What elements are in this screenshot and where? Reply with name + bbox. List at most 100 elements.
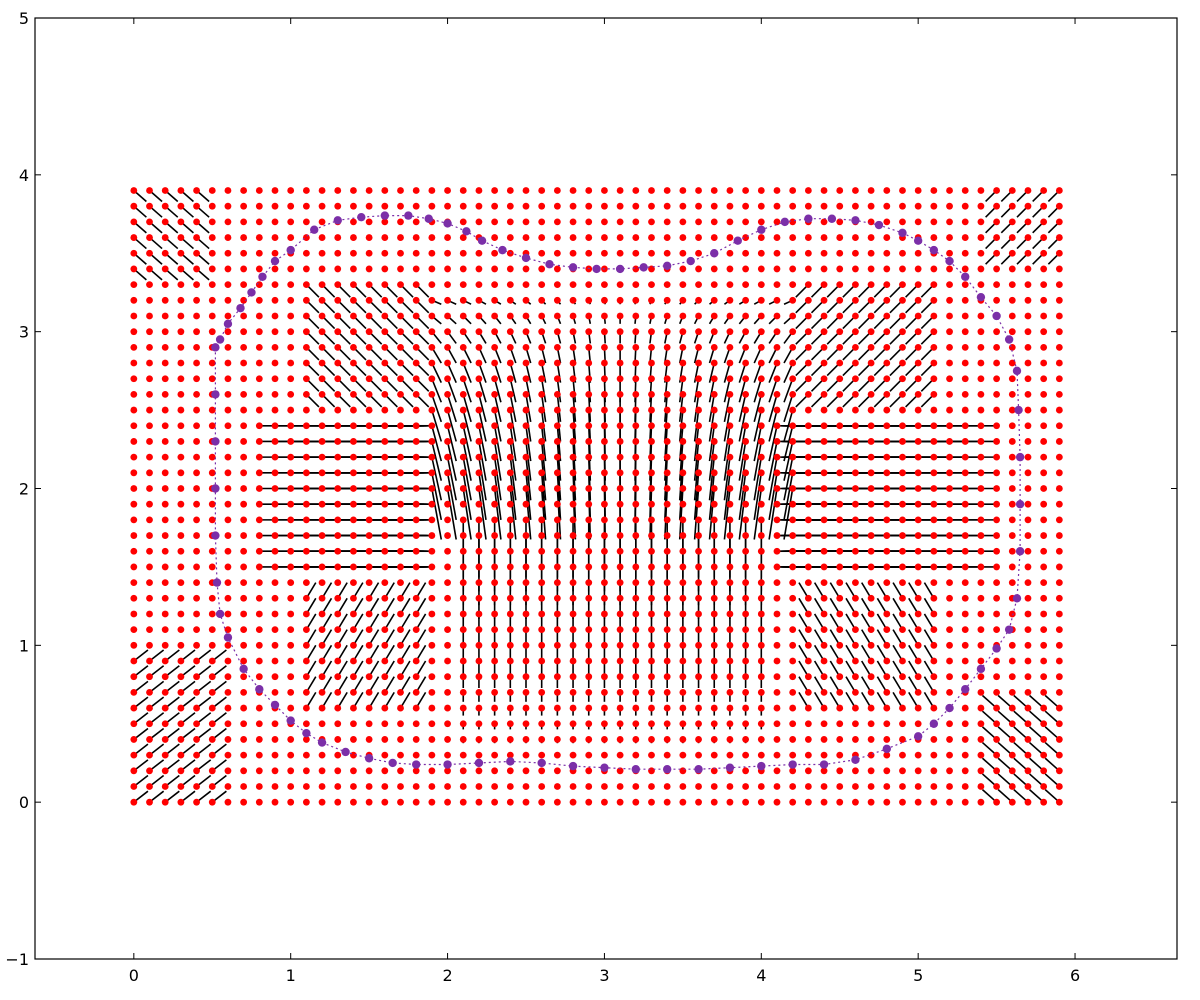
grid-point [695,783,702,790]
field-arrow [462,362,472,383]
grid-point [318,657,326,665]
grid-point [1008,249,1016,257]
contour-point [357,212,366,222]
grid-point [961,720,969,728]
contour-point [212,578,222,587]
grid-point [930,202,938,210]
grid-point [1040,673,1048,681]
grid-point [710,532,718,539]
grid-point [601,532,608,539]
grid-point [553,704,561,712]
grid-point [506,453,514,461]
grid-point [852,547,859,555]
grid-point [240,281,248,289]
grid-point [146,453,153,461]
grid-point [444,265,451,273]
grid-point [663,469,671,477]
grid-point [616,594,624,602]
grid-point [616,500,624,508]
field-arrow [723,441,731,481]
grid-point [428,704,436,712]
grid-point [350,281,357,289]
grid-point [726,500,734,508]
grid-point [538,579,546,586]
grid-point [773,516,781,524]
grid-point [255,610,263,618]
grid-point [899,187,906,194]
grid-point [1024,249,1032,257]
grid-point [491,751,499,759]
grid-point [1024,767,1032,775]
grid-point [883,312,891,320]
grid-point [757,657,765,665]
grid-point [428,594,436,602]
grid-point [585,798,593,806]
grid-point [883,532,891,539]
grid-point [679,798,687,806]
grid-point [867,767,875,775]
contour-point [615,264,625,274]
grid-point [663,359,671,367]
grid-point [553,626,561,634]
grid-point [585,453,593,461]
grid-point [961,532,969,539]
grid-point [585,312,593,320]
grid-point [161,783,169,790]
grid-point [773,202,781,210]
grid-point [522,438,530,445]
grid-point [632,312,640,320]
grid-point [475,500,483,508]
grid-point [475,422,483,430]
grid-point [334,375,342,383]
grid-point [961,234,969,241]
grid-point [287,438,295,445]
grid-point [883,422,891,430]
grid-point [334,532,342,539]
grid-point [867,343,875,351]
grid-point [397,657,404,665]
grid-point [428,783,436,790]
grid-point [757,469,765,477]
grid-point [412,579,420,586]
grid-point [789,218,797,226]
grid-point [710,438,718,445]
contour-point [333,216,342,225]
grid-point [475,453,483,461]
grid-point [569,343,577,351]
grid-point [365,343,373,351]
grid-point [820,673,828,681]
grid-point [899,532,906,539]
grid-point [459,736,467,743]
contour-point [710,249,719,258]
grid-point [773,187,781,194]
field-arrow [509,488,517,540]
grid-point [428,359,436,367]
grid-point [1040,532,1048,539]
grid-point [224,187,232,194]
grid-point [601,249,608,257]
grid-point [459,328,467,336]
contour-point [961,685,970,694]
grid-point [287,500,295,508]
grid-point [867,594,875,602]
grid-point [130,187,138,194]
grid-point [616,375,624,383]
field-arrow [723,488,731,540]
grid-point [177,673,185,681]
grid-point [836,406,844,414]
grid-point [224,422,232,430]
grid-point [240,312,248,320]
contour-point [929,245,939,255]
grid-point [679,438,687,445]
grid-point [334,328,342,336]
grid-point [616,673,624,681]
grid-point [287,202,295,210]
grid-point [397,783,404,790]
grid-point [883,469,891,477]
grid-point [459,688,467,696]
grid-point [318,234,326,241]
grid-point [804,579,812,586]
grid-point [836,563,844,571]
